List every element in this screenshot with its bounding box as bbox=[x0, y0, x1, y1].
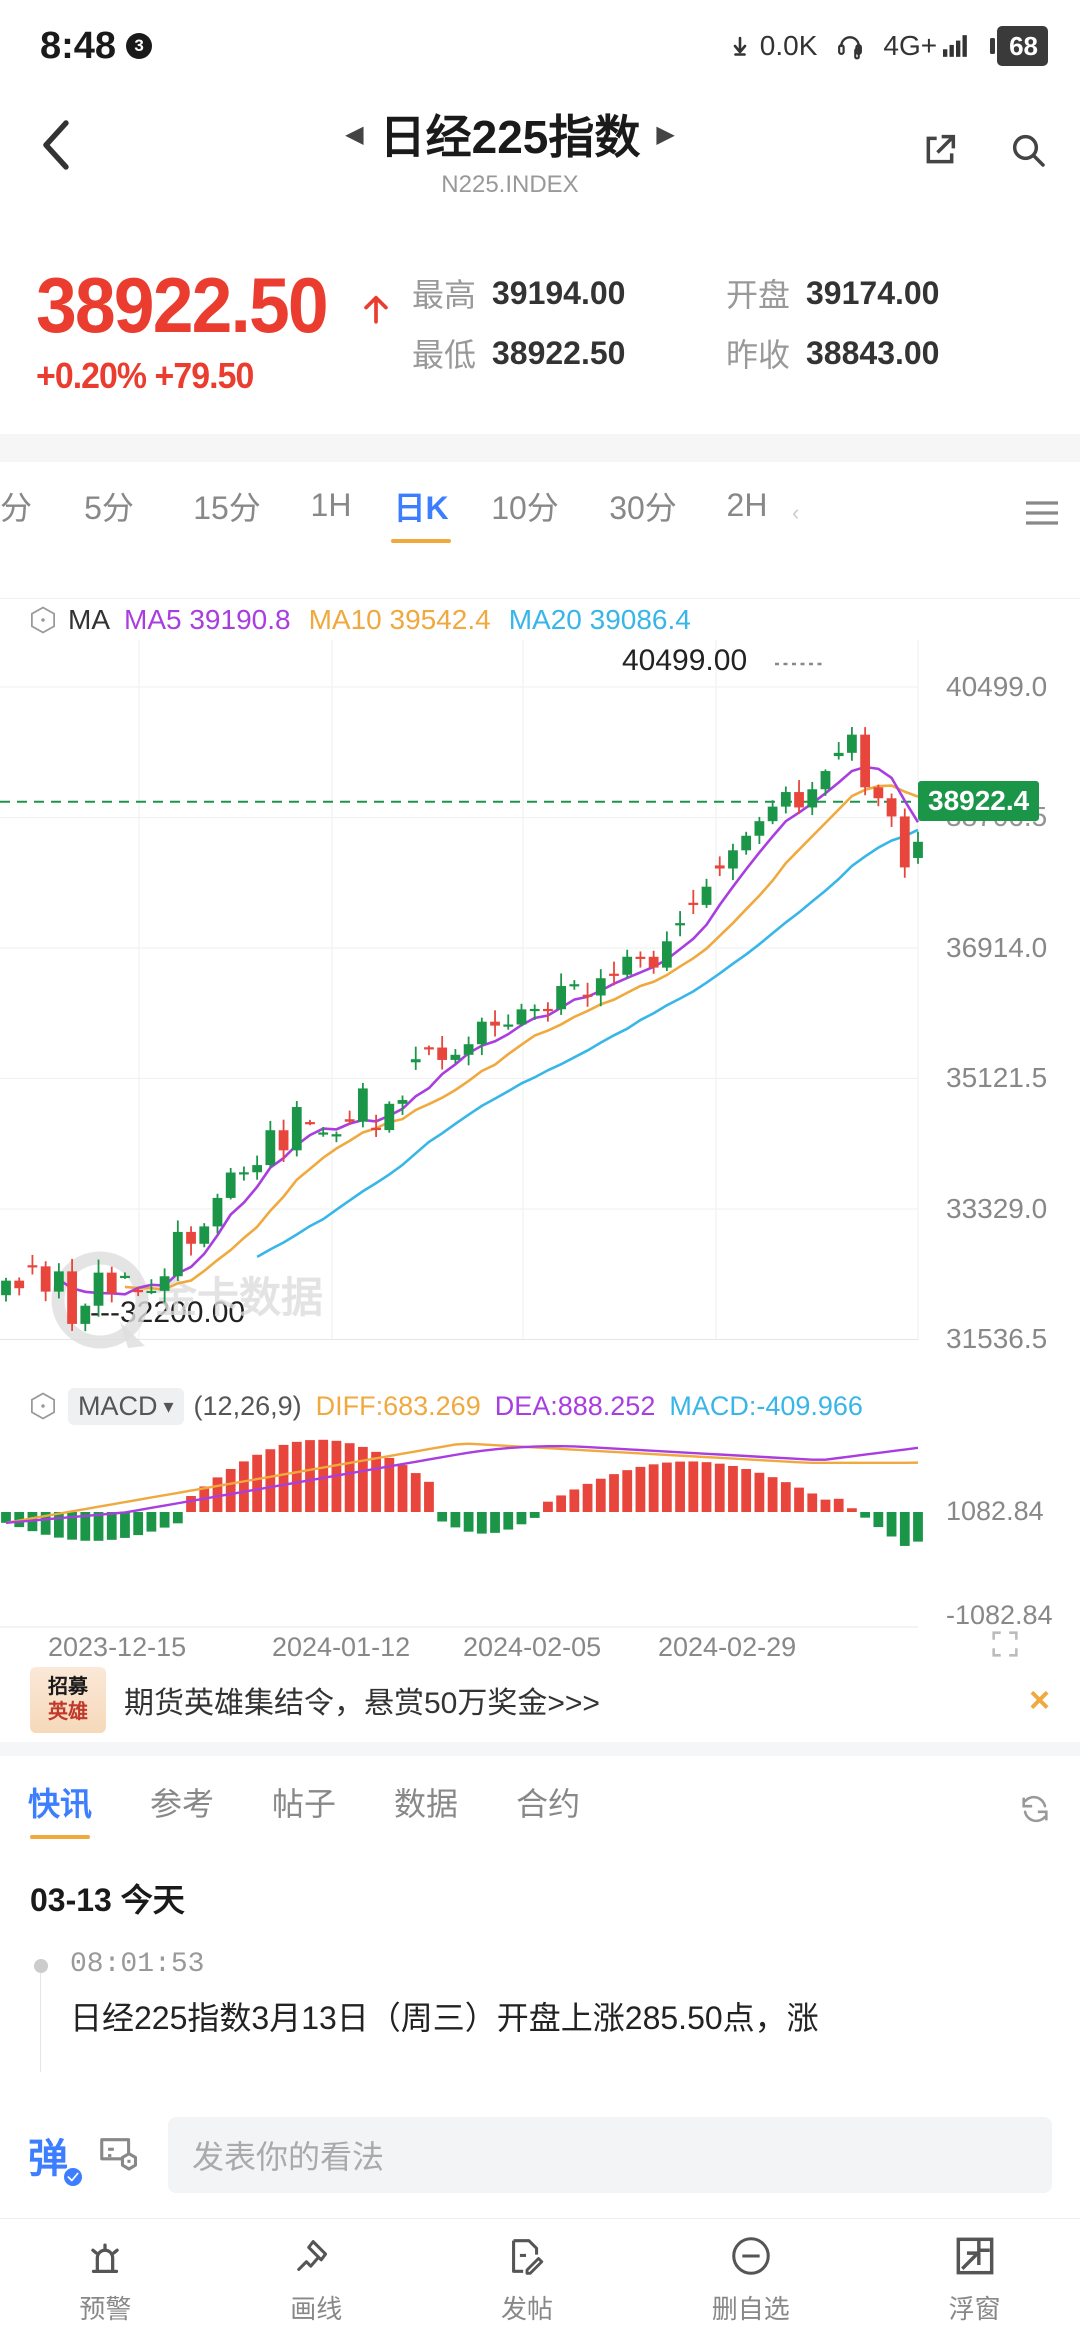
svg-text:-1082.84: -1082.84 bbox=[946, 1600, 1053, 1628]
svg-text:40499.00: 40499.00 bbox=[622, 644, 747, 677]
svg-text:33329.0: 33329.0 bbox=[946, 1193, 1047, 1224]
svg-text:40499.0: 40499.0 bbox=[946, 671, 1047, 702]
svg-text:36914.0: 36914.0 bbox=[946, 932, 1047, 963]
svg-text:金卡数据: 金卡数据 bbox=[154, 1274, 323, 1321]
svg-text:35121.5: 35121.5 bbox=[946, 1062, 1047, 1093]
svg-text:1082.84: 1082.84 bbox=[946, 1496, 1044, 1526]
svg-text:31536.5: 31536.5 bbox=[946, 1323, 1047, 1354]
